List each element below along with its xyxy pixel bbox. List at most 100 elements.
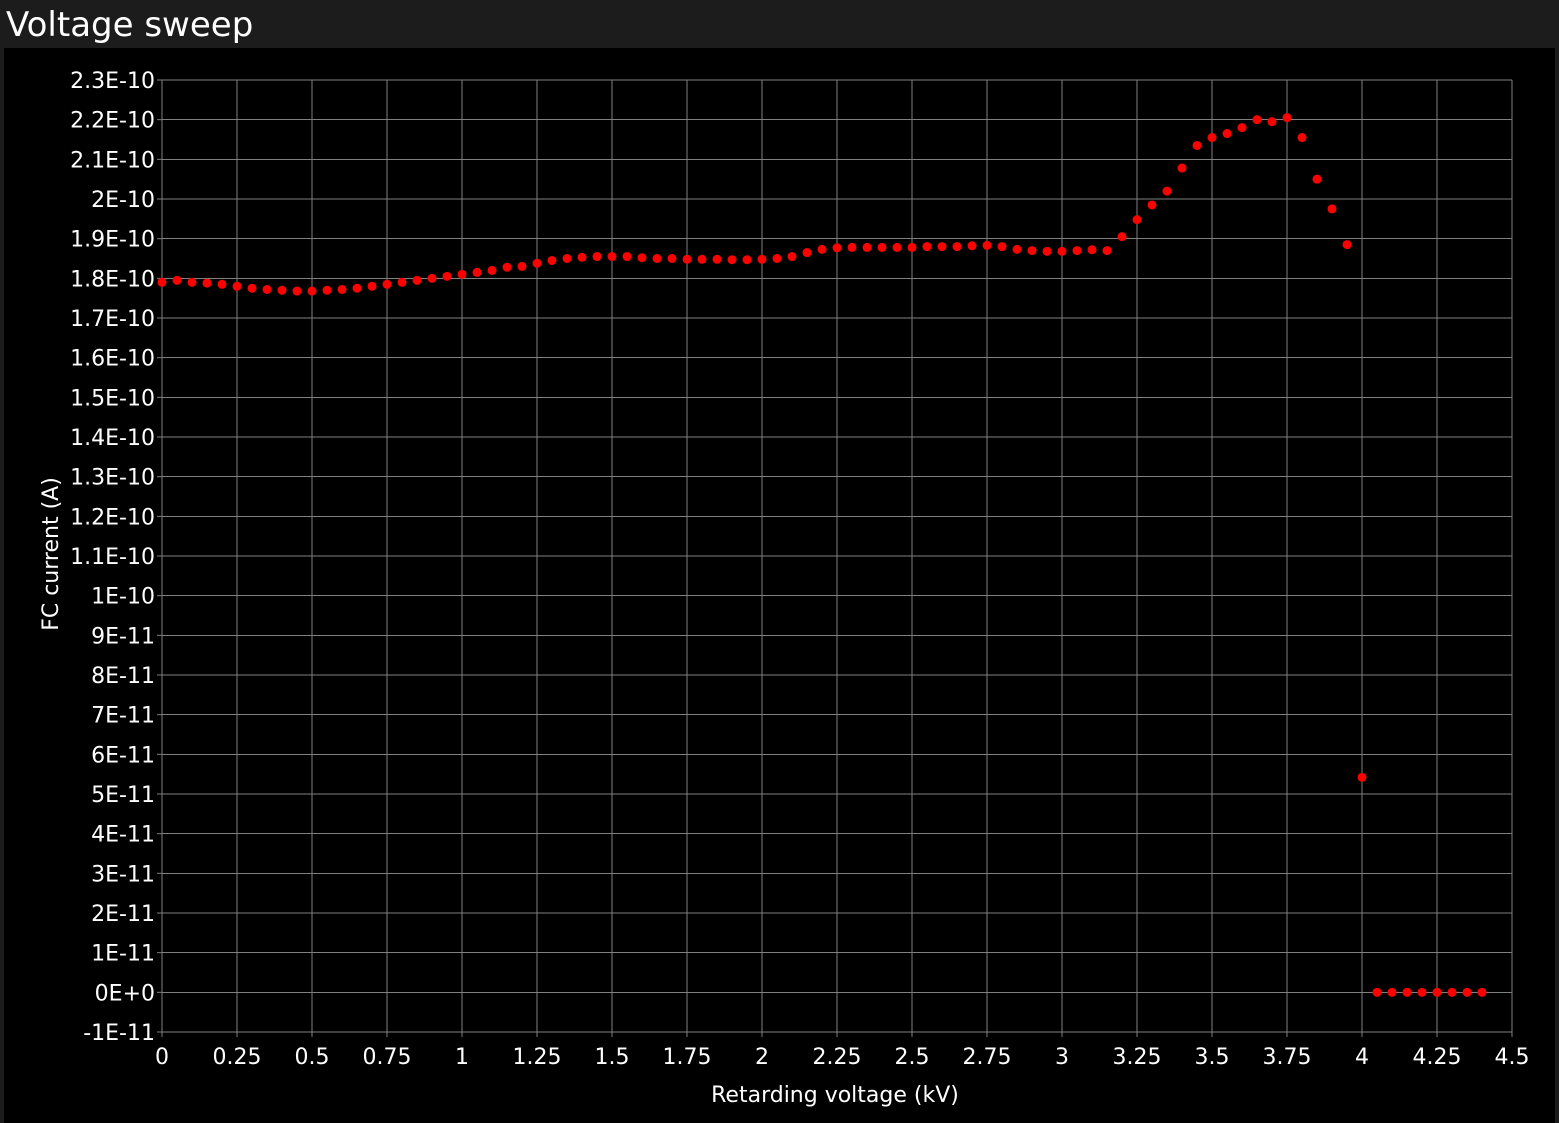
data-point (1027, 246, 1037, 256)
x-tick-label: 3.25 (1113, 1045, 1162, 1070)
data-point (667, 254, 677, 263)
data-point (1042, 246, 1052, 256)
data-point (682, 254, 692, 264)
y-tick-labels: -1E-11 0E+0 1E-11 2E-11 3E-11 4E-11 5E-11 6E-11… (70, 69, 155, 1046)
data-point (532, 258, 542, 268)
data-point (1477, 987, 1487, 997)
y-tick-label: 1.5E-10 (70, 386, 155, 411)
axes (157, 79, 1513, 1037)
data-point (472, 267, 482, 277)
x-tick-label: 2.5 (895, 1045, 930, 1070)
y-tick-label: 0E+0 (95, 981, 155, 1006)
x-tick-label: 2.25 (813, 1045, 862, 1070)
data-point (1072, 246, 1082, 256)
data-point (637, 253, 647, 263)
y-tick-label: 4E-11 (91, 823, 155, 848)
data-point (1147, 200, 1157, 210)
data-point (427, 273, 437, 283)
x-tick-label: 1.25 (513, 1045, 562, 1070)
x-tick-label: 1.5 (595, 1045, 630, 1070)
data-point (1282, 113, 1292, 123)
x-tick-label: 0.5 (295, 1045, 330, 1070)
data-point (727, 255, 737, 265)
x-tick-label: 0.75 (363, 1045, 412, 1070)
x-tick-label: 4.5 (1495, 1045, 1530, 1070)
data-point (577, 252, 587, 262)
data-point (1327, 204, 1337, 214)
y-tick-label: 2.3E-10 (70, 69, 155, 94)
y-tick-label: 8E-11 (91, 664, 155, 689)
x-tick-labels: 0 0.25 0.5 0.75 1 1.25 1.5 1.75 2 2.25 2.5 2.75 3 3.2… (155, 1045, 1530, 1070)
data-point (907, 242, 917, 252)
data-point (742, 255, 752, 265)
data-point (1117, 232, 1127, 242)
data-point (412, 275, 422, 285)
x-tick-label: 3.5 (1195, 1045, 1230, 1070)
data-point (502, 262, 512, 272)
y-tick-label: 2.2E-10 (70, 109, 155, 134)
data-point (1162, 186, 1172, 196)
grid-lines (162, 79, 1513, 1032)
plot-area: -1E-11 0E+0 1E-11 2E-11 3E-11 4E-11 5E-11 6E-11… (4, 48, 1555, 1123)
x-tick-label: 0.25 (213, 1045, 262, 1070)
y-tick-label: 7E-11 (91, 704, 155, 729)
data-point (172, 275, 182, 285)
x-tick-label: 2 (755, 1045, 769, 1070)
data-point (592, 252, 602, 262)
data-point (937, 242, 947, 252)
data-point (1297, 133, 1307, 143)
data-point (877, 242, 887, 252)
data-point (982, 240, 992, 250)
data-point (1372, 987, 1382, 997)
y-tick-label: 2E-10 (91, 188, 155, 213)
data-point (712, 254, 722, 264)
y-tick-label: 5E-11 (91, 783, 155, 808)
data-point (1402, 987, 1412, 997)
data-point (1387, 987, 1397, 997)
y-tick-label: 2E-11 (91, 902, 155, 927)
data-point (787, 252, 797, 262)
data-point (322, 285, 332, 295)
x-tick-label: 2.75 (963, 1045, 1012, 1070)
data-point (952, 242, 962, 252)
data-point (337, 284, 347, 294)
data-point (757, 254, 767, 264)
data-point (922, 242, 932, 252)
data-point (247, 283, 257, 293)
data-point (157, 277, 167, 287)
y-tick-label: 1.2E-10 (70, 505, 155, 530)
x-tick-label: 4 (1355, 1045, 1369, 1070)
data-point (1462, 987, 1472, 997)
data-point (382, 279, 392, 289)
data-point (1357, 772, 1367, 782)
data-point (517, 261, 527, 271)
data-point (1087, 245, 1097, 255)
y-tick-label: 1.1E-10 (70, 545, 155, 570)
data-point (997, 242, 1007, 252)
data-point (1012, 244, 1022, 254)
data-point (562, 254, 572, 263)
data-point (457, 269, 467, 279)
data-point (1447, 987, 1457, 997)
y-tick-label: 1.8E-10 (70, 267, 155, 292)
data-point (352, 283, 362, 293)
data-point (1222, 129, 1232, 139)
data-point (1177, 163, 1187, 173)
data-point (292, 286, 302, 296)
data-point (442, 271, 452, 281)
data-point (1432, 987, 1442, 997)
data-point (817, 244, 827, 254)
x-tick-label: 3.75 (1263, 1045, 1312, 1070)
y-tick-label: 9E-11 (91, 624, 155, 649)
x-axis-label: Retarding voltage (kV) (711, 1083, 959, 1108)
scatter-chart: -1E-11 0E+0 1E-11 2E-11 3E-11 4E-11 5E-11 6E-11… (39, 69, 1530, 1108)
data-point (217, 279, 227, 289)
data-point (1132, 215, 1142, 225)
y-tick-label: 1E-10 (91, 585, 155, 610)
data-point (1237, 123, 1247, 133)
data-point (1342, 240, 1352, 250)
y-tick-label: 1.4E-10 (70, 426, 155, 451)
x-tick-label: 1 (455, 1045, 469, 1070)
y-axis-label: FC current (A) (39, 477, 64, 631)
y-tick-label: 1.3E-10 (70, 466, 155, 491)
